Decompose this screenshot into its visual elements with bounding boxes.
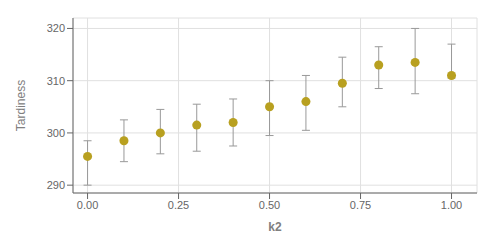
svg-text:0.25: 0.25 [168,199,189,211]
svg-text:290: 290 [47,179,65,191]
svg-text:310: 310 [47,75,65,87]
svg-text:0.50: 0.50 [259,199,280,211]
svg-text:0.75: 0.75 [350,199,371,211]
svg-text:300: 300 [47,127,65,139]
svg-text:0.00: 0.00 [77,199,98,211]
svg-text:1.00: 1.00 [441,199,462,211]
svg-text:Tardiness: Tardiness [14,80,28,131]
svg-text:k2: k2 [268,220,282,234]
svg-text:320: 320 [47,22,65,34]
